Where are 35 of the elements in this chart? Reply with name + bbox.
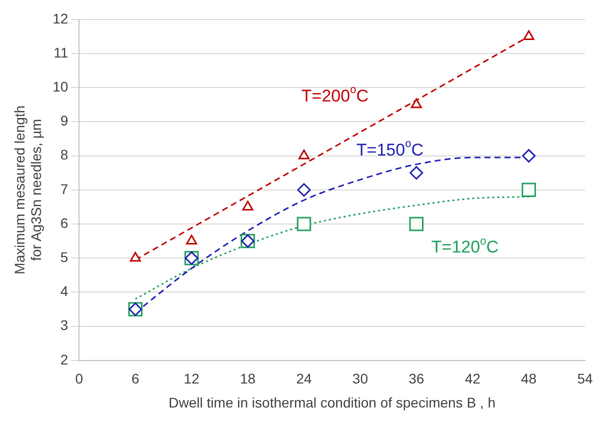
y-tick-label: 3 (60, 317, 68, 334)
y-tick-label: 6 (60, 214, 68, 231)
x-tick-label: 30 (352, 370, 368, 387)
y-tick-label: 11 (54, 44, 68, 60)
x-tick-label: 0 (75, 370, 84, 387)
y-tick-label: 2 (60, 351, 68, 368)
x-tick-label: 36 (408, 370, 424, 387)
x-tick-label: 24 (296, 370, 312, 387)
point (130, 252, 141, 262)
point (242, 200, 254, 210)
x-tick-label: 18 (240, 370, 256, 387)
x-tick-label: 48 (521, 370, 537, 387)
y-tick-label: 10 (52, 78, 68, 94)
point (522, 149, 536, 163)
point (522, 182, 536, 198)
y-tick-label: 9 (60, 112, 68, 129)
x-axis-title: Dwell time in isothermal condition of specimens B , h (168, 394, 496, 410)
point (298, 150, 310, 160)
y-tick-label: 5 (60, 248, 68, 265)
y-tick-label: 7 (60, 180, 68, 197)
y-axis-title: Maximum mesaured length for Ag3Sn needles, µm (11, 105, 44, 274)
point (186, 234, 198, 245)
point (523, 30, 534, 40)
point (296, 216, 312, 232)
x-tick-label: 42 (464, 370, 481, 387)
x-tick-label: 54 (577, 370, 593, 387)
point (410, 166, 424, 180)
y-tick-label: 8 (60, 146, 68, 163)
y-tick-label: 12 (52, 10, 68, 26)
x-tick-label: 6 (131, 370, 140, 387)
point (297, 183, 311, 197)
x-tick-label: 12 (184, 370, 200, 387)
point (409, 216, 424, 232)
point (410, 98, 422, 108)
y-tick-label: 4 (60, 283, 68, 300)
